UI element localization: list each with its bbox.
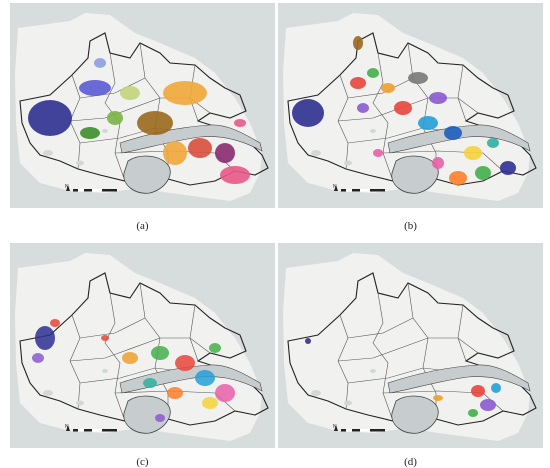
caption-d: (d) [404, 456, 417, 468]
map-panel-c [10, 243, 275, 448]
cluster-b-16 [357, 103, 369, 113]
map-a-svg [14, 12, 269, 202]
cluster-d-3 [471, 385, 485, 397]
cluster-a-2 [79, 80, 111, 96]
cluster-c-5 [151, 346, 169, 360]
cluster-a-7 [137, 111, 173, 135]
cluster-b-9 [444, 126, 462, 140]
cluster-b-4 [381, 83, 395, 93]
cluster-c-9 [202, 397, 218, 409]
cluster-d-5 [491, 383, 501, 393]
cluster-a-4 [120, 86, 140, 100]
map-c-svg [14, 252, 269, 442]
cluster-b-6 [408, 72, 428, 84]
cluster-b-8 [418, 116, 438, 130]
cluster-a-10 [188, 138, 212, 158]
cluster-a-3 [94, 58, 106, 68]
cluster-a-5 [107, 111, 123, 125]
clusters-b [292, 36, 516, 185]
cluster-b-1 [292, 99, 324, 127]
cluster-a-9 [163, 141, 187, 165]
map-d-svg [282, 252, 537, 442]
clusters-c [32, 319, 235, 422]
cluster-c-1 [35, 326, 55, 350]
cluster-c-10 [167, 387, 183, 399]
clusters-d [305, 338, 501, 417]
clusters-a [28, 58, 250, 184]
cluster-b-3 [367, 68, 379, 78]
cluster-c-7 [195, 370, 215, 386]
cluster-b-15 [487, 138, 499, 148]
map-panel-a [10, 3, 275, 208]
cluster-c-13 [155, 414, 165, 422]
cluster-c-4 [122, 352, 138, 364]
cluster-c-3 [32, 353, 44, 363]
cluster-d-6 [468, 409, 478, 417]
cluster-c-14 [101, 335, 109, 341]
cluster-a-13 [234, 119, 246, 127]
caption-b: (b) [404, 220, 417, 232]
caption-a: (a) [136, 220, 149, 232]
cluster-b-13 [449, 171, 467, 185]
cluster-a-6 [80, 127, 100, 139]
cluster-d-4 [480, 399, 496, 411]
cluster-c-6 [175, 355, 195, 371]
cluster-a-11 [215, 143, 235, 163]
map-b-svg [282, 12, 537, 202]
cluster-c-11 [143, 378, 157, 388]
map-panel-d [278, 243, 543, 448]
cluster-b-2 [350, 77, 366, 89]
cluster-b-11 [475, 166, 491, 180]
cluster-d-2 [433, 395, 443, 401]
cluster-b-12 [500, 161, 516, 175]
cluster-c-8 [215, 384, 235, 402]
cluster-a-1 [28, 100, 72, 136]
cluster-a-12 [220, 166, 250, 184]
cluster-b-7 [429, 92, 447, 104]
map-panel-b [278, 3, 543, 208]
cluster-b-17 [373, 149, 383, 157]
cluster-c-2 [50, 319, 60, 327]
caption-c: (c) [136, 456, 149, 468]
cluster-b-18 [353, 36, 363, 50]
cluster-c-12 [209, 343, 221, 353]
cluster-b-14 [432, 157, 444, 169]
cluster-d-1 [305, 338, 311, 344]
cluster-b-10 [464, 146, 482, 160]
cluster-b-5 [394, 101, 412, 115]
cluster-a-8 [163, 81, 207, 105]
